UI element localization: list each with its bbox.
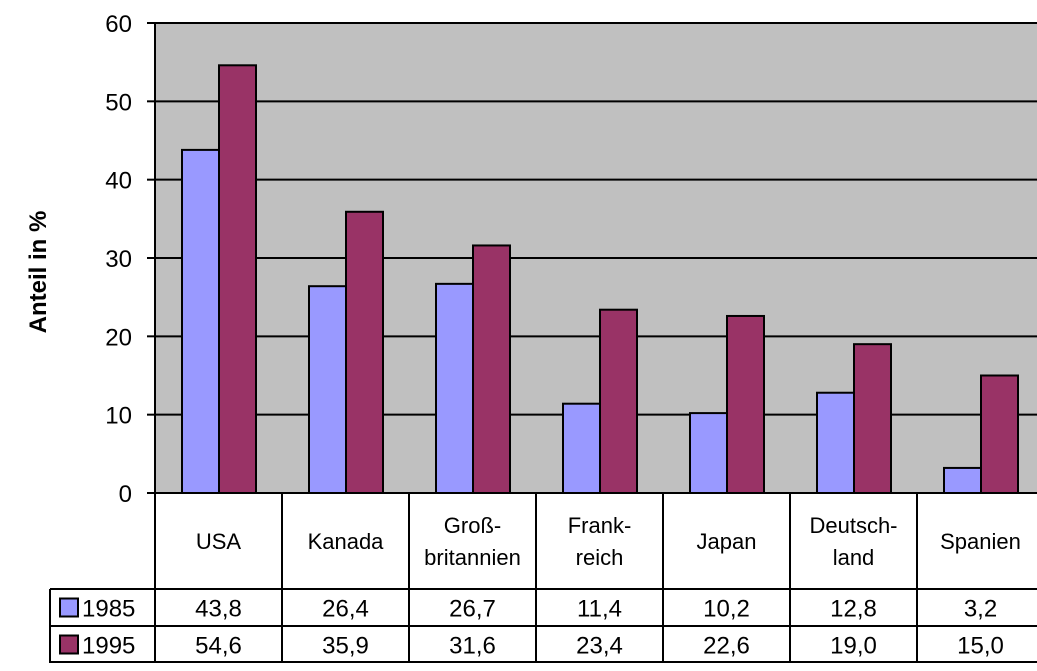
bar-1995-1	[345, 210, 384, 495]
y-tick-label: 50	[105, 89, 132, 116]
bar-1995-2	[472, 244, 511, 494]
y-axis-title: Anteil in %	[25, 211, 52, 334]
bar-1995-5	[853, 343, 892, 494]
table-value: 43,8	[195, 596, 242, 623]
table-value: 31,6	[449, 633, 496, 660]
table-value: 26,7	[449, 596, 496, 623]
table-value: 22,6	[703, 633, 750, 660]
table-value: 19,0	[830, 633, 877, 660]
category-label: Deutsch-	[809, 513, 897, 538]
table-value: 35,9	[322, 633, 369, 660]
y-tick-label: 40	[105, 168, 132, 195]
y-tick-label: 30	[105, 246, 132, 273]
bar-1995-6	[980, 374, 1019, 494]
category-label: Japan	[697, 529, 757, 554]
data-table: USA Kanada Groß-britannien Frank-reich Japan…	[49, 492, 1037, 663]
legend-swatch-1985	[59, 597, 79, 618]
category-label: land	[833, 545, 875, 570]
table-value: 23,4	[576, 633, 623, 660]
table-value: 26,4	[322, 596, 369, 623]
category-label: Groß-	[444, 513, 501, 538]
bar-1985-6	[943, 466, 982, 494]
bar-1995-0	[218, 64, 257, 495]
table-value: 10,2	[703, 596, 750, 623]
category-label: Spanien	[940, 529, 1021, 554]
category-label: Frank-	[568, 513, 632, 538]
category-label: britannien	[424, 545, 521, 570]
category-label: reich	[576, 545, 624, 570]
table-value: 3,2	[964, 596, 997, 623]
y-tick-label: 60	[105, 11, 132, 38]
bar-1985-2	[435, 282, 474, 494]
table-value: 11,4	[577, 596, 622, 623]
bar-1985-0	[181, 148, 220, 494]
y-tick-label: 10	[105, 403, 132, 430]
bar-1985-1	[308, 285, 347, 495]
table-value: 15,0	[957, 633, 1004, 660]
y-axis-ticks: 0 10 20 30 40 50 60	[105, 11, 155, 508]
bar-1985-3	[562, 402, 601, 495]
table-value: 12,8	[830, 596, 877, 623]
category-label: USA	[196, 529, 242, 554]
legend-swatch-1995	[59, 634, 79, 655]
y-tick-label: 20	[105, 324, 132, 351]
legend-label-1985: 1985	[82, 596, 135, 623]
y-tick-label: 0	[119, 481, 132, 508]
legend-label-1995: 1995	[82, 633, 135, 660]
bar-1985-5	[816, 391, 855, 495]
table-value: 54,6	[195, 633, 242, 660]
bar-1995-4	[726, 314, 765, 495]
category-label: Kanada	[308, 529, 385, 554]
bar-1985-4	[689, 412, 728, 495]
bar-1995-3	[599, 308, 638, 495]
